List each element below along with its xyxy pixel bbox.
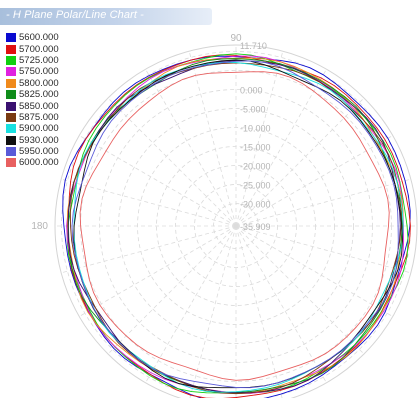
grid-spoke xyxy=(107,225,237,355)
grid-spoke xyxy=(145,225,237,383)
grid-spoke xyxy=(235,225,393,317)
grid-spoke xyxy=(107,97,237,227)
legend-label: 6000.000 xyxy=(19,157,59,169)
grid-spoke xyxy=(235,225,365,355)
legend-swatch xyxy=(6,44,16,54)
grid-spoke xyxy=(61,225,237,274)
chart-legend: 5600.000 5700.000 5725.000 5750.000 5800.000… xyxy=(6,32,59,169)
legend-label: 5600.000 xyxy=(19,32,59,44)
legend-item: 5900.000 xyxy=(6,123,59,134)
legend-swatch xyxy=(6,101,16,111)
radial-tick-label: -5.000 xyxy=(240,105,266,115)
grid-spoke xyxy=(61,178,237,227)
series-line xyxy=(67,57,404,394)
grid-spoke xyxy=(235,225,411,274)
legend-swatch xyxy=(6,90,16,100)
radial-tick-label: -35.909 xyxy=(240,222,271,232)
grid-spoke xyxy=(188,51,237,227)
legend-label: 5950.000 xyxy=(19,146,59,158)
grid-spoke xyxy=(235,178,411,227)
legend-swatch xyxy=(6,124,16,134)
legend-swatch xyxy=(6,67,16,77)
legend-item: 5875.000 xyxy=(6,112,59,123)
series-line xyxy=(79,71,390,381)
grid-spoke xyxy=(145,69,237,227)
radial-tick-label: -30.000 xyxy=(240,200,271,210)
legend-item: 5800.000 xyxy=(6,78,59,89)
radial-tick-label: -10.000 xyxy=(240,124,271,134)
legend-item: 5600.000 xyxy=(6,32,59,43)
legend-item: 5850.000 xyxy=(6,100,59,112)
legend-item: 5700.000 xyxy=(6,43,59,55)
legend-label: 5850.000 xyxy=(19,100,59,112)
legend-swatch xyxy=(6,78,16,88)
legend-label: 5700.000 xyxy=(19,43,59,55)
legend-item: 5950.000 xyxy=(6,146,59,157)
series-line xyxy=(62,55,411,398)
series-group xyxy=(62,53,411,398)
grid-spoke xyxy=(235,97,365,227)
legend-swatch xyxy=(6,158,16,168)
series-line xyxy=(69,62,402,395)
angle-label: 180 xyxy=(31,221,48,232)
legend-swatch xyxy=(6,33,16,43)
legend-swatch xyxy=(6,147,16,157)
radial-tick-label: -25.000 xyxy=(240,181,271,191)
legend-label: 5750.000 xyxy=(19,66,59,78)
legend-swatch xyxy=(6,55,16,65)
angular-labels: 90 180 xyxy=(31,33,242,232)
grid-spoke xyxy=(235,225,327,383)
grid-spoke xyxy=(235,51,284,227)
legend-item: 5930.000 xyxy=(6,135,59,146)
radial-tick-label: -20.000 xyxy=(240,162,271,172)
legend-label: 5800.000 xyxy=(19,77,59,89)
grid-spoke xyxy=(235,225,283,398)
outer-grid-circle xyxy=(54,44,418,398)
legend-item: 5725.000 xyxy=(6,55,59,66)
legend-label: 5930.000 xyxy=(19,134,59,146)
grid-spoke xyxy=(79,225,237,317)
grid-spokes xyxy=(55,45,417,398)
grid-spoke xyxy=(189,225,237,398)
radial-tick-label: 0.000 xyxy=(240,86,263,96)
grid-spoke xyxy=(79,135,237,227)
legend-label: 5725.000 xyxy=(19,54,59,66)
grid-spoke xyxy=(235,69,327,227)
radial-tick-labels: 11.710 0.000 -5.000 -10.000 -15.000 -20.000 -2… xyxy=(240,41,271,232)
grid-circle xyxy=(118,108,354,344)
legend-label: 5875.000 xyxy=(19,111,59,123)
series-line xyxy=(71,60,399,389)
grid-circle xyxy=(194,184,278,268)
legend-item: 6000.000 xyxy=(6,157,59,168)
legend-item: 5750.000 xyxy=(6,66,59,77)
angle-label: 90 xyxy=(230,33,242,44)
legend-swatch xyxy=(6,135,16,145)
legend-item: 5825.000 xyxy=(6,89,59,100)
legend-swatch xyxy=(6,112,16,122)
radial-tick-label: 11.710 xyxy=(240,41,267,51)
radial-tick-label: -15.000 xyxy=(240,143,271,153)
grid-circle xyxy=(175,165,297,287)
legend-label: 5825.000 xyxy=(19,89,59,101)
chart-window-title: - H Plane Polar/Line Chart - xyxy=(6,9,144,21)
chart-title-bar: - H Plane Polar/Line Chart - xyxy=(0,8,212,25)
legend-label: 5900.000 xyxy=(19,123,59,135)
